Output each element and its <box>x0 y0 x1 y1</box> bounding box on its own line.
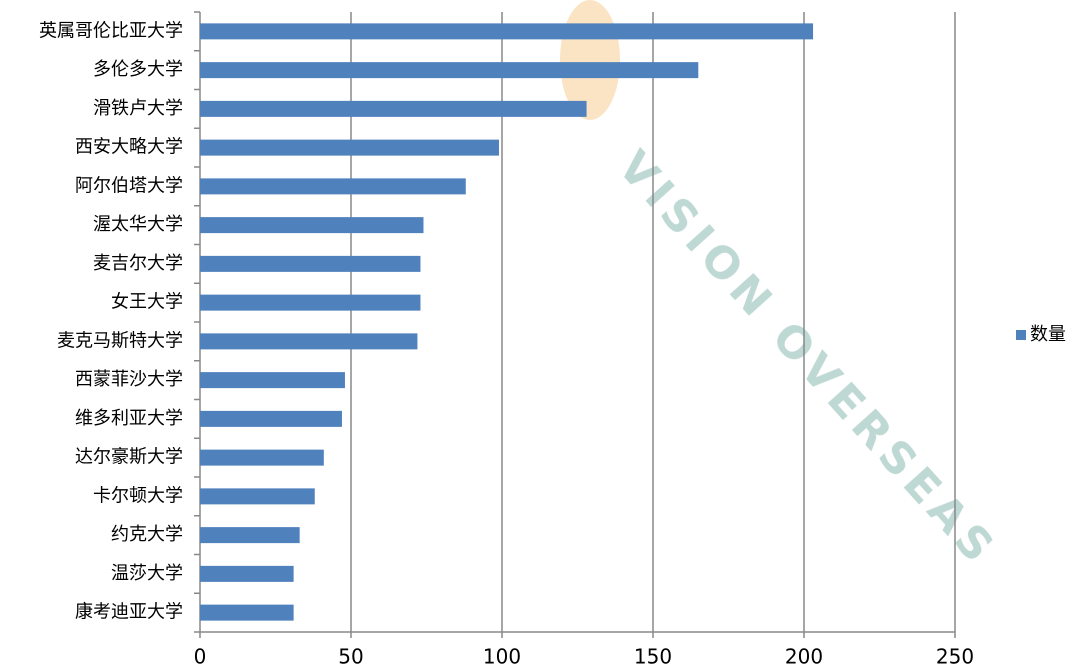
y-tick-label: 约克大学 <box>111 524 183 545</box>
y-tick-label: 滑铁卢大学 <box>93 98 183 119</box>
x-tick-label: 0 <box>194 645 207 668</box>
y-tick-label: 英属哥伦比亚大学 <box>39 20 183 41</box>
bar <box>200 488 315 505</box>
y-tick-label: 温莎大学 <box>111 563 183 584</box>
bar <box>200 333 418 350</box>
y-tick-label: 渥太华大学 <box>93 214 183 235</box>
bar <box>200 217 424 234</box>
bar <box>200 23 814 40</box>
y-tick-label: 康考迪亚大学 <box>75 602 183 623</box>
bar <box>200 100 587 117</box>
x-tick-label: 200 <box>785 645 823 668</box>
bar <box>200 565 294 582</box>
y-tick-label: 卡尔顿大学 <box>93 485 183 506</box>
bar <box>200 139 499 156</box>
x-tick-label: 50 <box>338 645 363 668</box>
y-tick-label: 多伦多大学 <box>93 59 183 80</box>
y-tick-label: 西蒙菲沙大学 <box>75 369 183 390</box>
y-tick-label: 麦吉尔大学 <box>93 253 183 274</box>
bar <box>200 62 699 79</box>
y-tick-label: 维多利亚大学 <box>75 408 183 429</box>
watermark-text: VISION OVERSEAS <box>608 141 1007 576</box>
bar <box>200 449 324 466</box>
bar <box>200 604 294 621</box>
bar <box>200 527 300 544</box>
legend-label: 数量 <box>1030 324 1066 345</box>
y-tick-label: 达尔豪斯大学 <box>75 447 183 468</box>
bar <box>200 178 466 195</box>
bar <box>200 255 421 272</box>
legend-swatch <box>1016 330 1026 340</box>
x-tick-label: 100 <box>483 645 521 668</box>
watermark: VISION OVERSEAS <box>560 0 1007 576</box>
y-tick-label: 西安大略大学 <box>75 137 183 158</box>
bar <box>200 410 342 427</box>
x-tick-label: 150 <box>634 645 672 668</box>
x-tick-label: 250 <box>936 645 974 668</box>
y-tick-label: 女王大学 <box>111 292 183 313</box>
bar <box>200 372 345 389</box>
bar <box>200 294 421 311</box>
y-tick-label: 麦克马斯特大学 <box>57 330 183 351</box>
y-tick-label: 阿尔伯塔大学 <box>75 175 183 196</box>
